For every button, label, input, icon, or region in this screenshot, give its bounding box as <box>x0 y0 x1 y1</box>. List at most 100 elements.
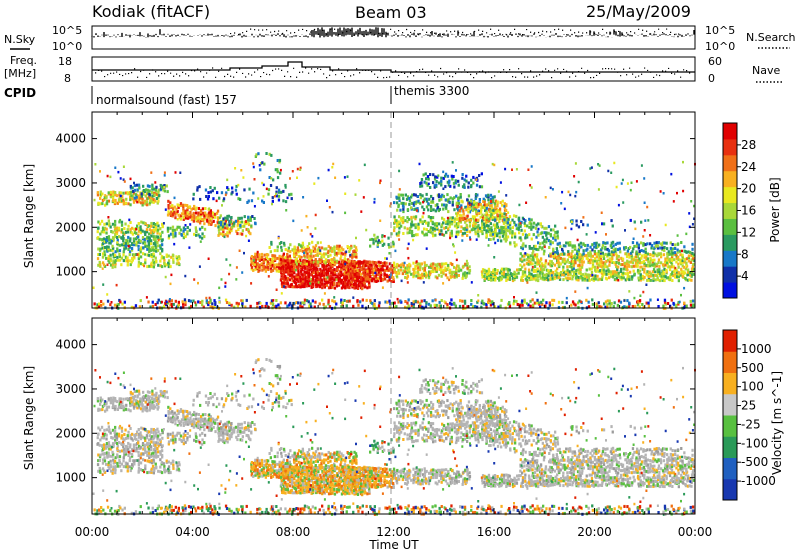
power-cell <box>304 299 306 302</box>
power-sparse-cell <box>622 179 624 182</box>
power-cell <box>278 199 280 202</box>
power-sparse-cell <box>319 249 321 252</box>
power-cell <box>333 282 335 285</box>
power-cell <box>677 242 679 245</box>
power-sparse-cell <box>544 246 546 249</box>
power-cell <box>114 223 116 226</box>
power-sparse-cell <box>106 200 108 203</box>
power-cell <box>612 225 614 228</box>
power-cell <box>334 271 336 274</box>
power-cell <box>135 244 137 247</box>
power-cell <box>167 210 169 213</box>
date-title: 25/May/2009 <box>586 2 691 21</box>
power-cell <box>270 184 272 187</box>
power-cell <box>491 300 493 303</box>
power-sparse-cell <box>221 278 223 281</box>
power-cell <box>466 224 468 227</box>
colorbar-segment <box>723 139 737 155</box>
power-cell <box>477 230 479 233</box>
power-sparse-cell <box>469 236 471 239</box>
power-cell <box>633 265 635 268</box>
power-cell <box>351 267 353 270</box>
power-cell <box>250 219 252 222</box>
power-cell <box>585 299 587 302</box>
power-cell <box>323 264 325 267</box>
power-cell <box>620 301 622 304</box>
power-cell <box>190 208 192 211</box>
power-cell <box>419 193 421 196</box>
power-cell <box>296 257 298 260</box>
power-cell <box>180 233 182 236</box>
velocity-cell <box>100 506 102 509</box>
power-cell <box>446 303 448 306</box>
power-cell <box>360 273 362 276</box>
power-cell <box>130 194 132 197</box>
power-cell <box>430 216 432 219</box>
power-cell <box>159 252 161 255</box>
power-sparse-cell <box>109 176 111 179</box>
power-cell <box>513 300 515 303</box>
power-cell <box>270 154 272 157</box>
power-cell <box>592 255 594 258</box>
power-cell <box>369 245 371 248</box>
power-cell <box>652 277 654 280</box>
power-cell <box>532 298 534 301</box>
power-cell <box>405 202 407 205</box>
velocity-cell <box>140 505 142 508</box>
power-cell <box>289 250 291 253</box>
power-cell <box>439 301 441 304</box>
power-cell <box>520 229 522 232</box>
power-cell <box>451 271 453 274</box>
power-cell <box>161 243 163 246</box>
power-cell <box>184 228 186 231</box>
power-sparse-cell <box>266 188 268 191</box>
power-cell <box>106 228 108 231</box>
power-cell <box>507 218 509 221</box>
power-cell <box>542 299 544 302</box>
power-cell <box>534 265 536 268</box>
power-cell <box>393 229 395 232</box>
power-cell <box>543 252 545 255</box>
power-cell <box>668 253 670 256</box>
power-cell <box>544 265 546 268</box>
power-cell <box>112 236 114 239</box>
power-cell <box>421 262 423 265</box>
power-cell <box>123 259 125 262</box>
power-cell <box>675 304 677 307</box>
power-cell <box>499 236 501 239</box>
power-cell <box>410 206 412 209</box>
power-cell <box>456 214 458 217</box>
power-cell <box>105 257 107 260</box>
power-cell <box>216 191 218 194</box>
power-sparse-cell <box>164 174 166 177</box>
power-cell <box>126 256 128 259</box>
power-cell <box>690 261 692 264</box>
power-cell <box>628 256 630 259</box>
power-sparse-cell <box>333 296 335 299</box>
power-sparse-cell <box>257 251 259 254</box>
power-sparse-cell <box>448 184 450 187</box>
power-cell <box>393 215 395 218</box>
power-sparse-cell <box>199 235 201 238</box>
power-sparse-cell <box>229 264 231 267</box>
power-cell <box>115 259 117 262</box>
power-cell <box>174 234 176 237</box>
power-sparse-cell <box>263 195 265 198</box>
power-sparse-cell <box>622 201 624 204</box>
power-sparse-cell <box>356 265 358 268</box>
power-cell <box>382 268 384 271</box>
power-sparse-cell <box>334 258 336 261</box>
power-cell <box>97 230 99 233</box>
power-cell <box>456 202 458 205</box>
power-cell <box>536 299 538 302</box>
power-sparse-cell <box>225 282 227 285</box>
power-cell <box>142 230 144 233</box>
power-cell <box>152 246 154 249</box>
power-cell <box>110 195 112 198</box>
power-sparse-cell <box>692 223 694 226</box>
power-cell <box>388 246 390 249</box>
power-cell <box>552 248 554 251</box>
power-cell <box>468 194 470 197</box>
power-cell <box>198 185 200 188</box>
power-cell <box>141 197 143 200</box>
